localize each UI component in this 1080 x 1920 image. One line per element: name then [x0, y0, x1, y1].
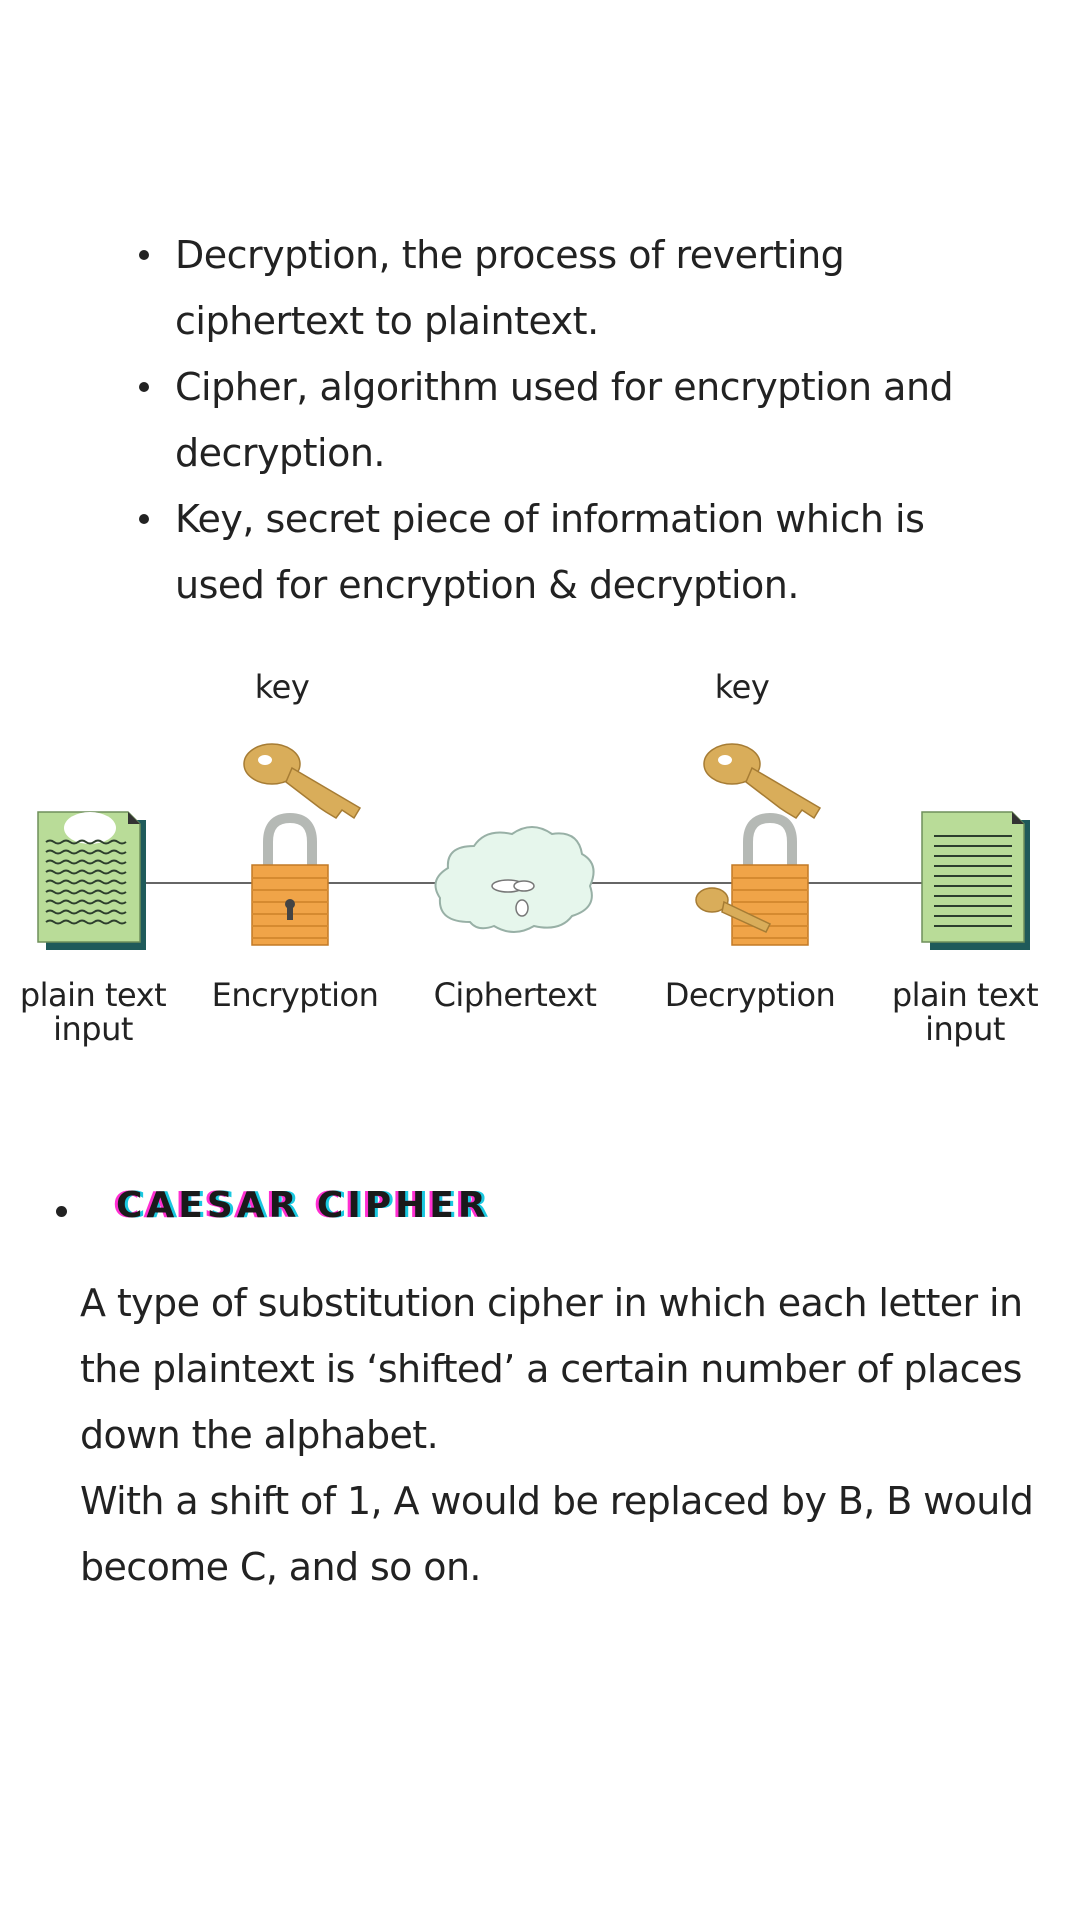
label-encryption: Encryption: [211, 976, 379, 1014]
key-label-left: key: [254, 668, 310, 706]
label-plain-text-input-right: plain text input: [891, 976, 1039, 1048]
label-plain-text-input-left: plain text input: [19, 976, 167, 1048]
caesar-description: A type of substitution cipher in which e…: [80, 1270, 1080, 1600]
key-icon: [703, 743, 822, 820]
definition-decryption: Decryption, the process of reverting cip…: [135, 222, 985, 354]
caesar-example: With a shift of 1, A would be replaced b…: [80, 1479, 1034, 1589]
definition-key: Key, secret piece of information which i…: [135, 486, 985, 618]
flow-graphic: [37, 743, 1030, 950]
key-icon: [243, 743, 362, 820]
key-label-right: key: [714, 668, 770, 706]
section-bullet: [56, 1206, 67, 1217]
label-decryption: Decryption: [664, 976, 836, 1014]
encryption-flow-diagram: key key plain text input Encryption Ciph…: [0, 650, 1080, 1070]
section-title: CAESAR CIPHER: [116, 1185, 490, 1226]
cloud-icon: [434, 826, 595, 933]
definition-cipher: Cipher, algorithm used for encryption an…: [135, 354, 985, 486]
label-ciphertext: Ciphertext: [433, 976, 597, 1014]
document-icon: [37, 811, 146, 950]
padlock-icon: [695, 812, 809, 946]
document-icon: [921, 811, 1030, 950]
padlock-icon: [251, 812, 329, 946]
caesar-definition: A type of substitution cipher in which e…: [80, 1281, 1023, 1457]
definitions-list: Decryption, the process of reverting cip…: [135, 222, 985, 618]
